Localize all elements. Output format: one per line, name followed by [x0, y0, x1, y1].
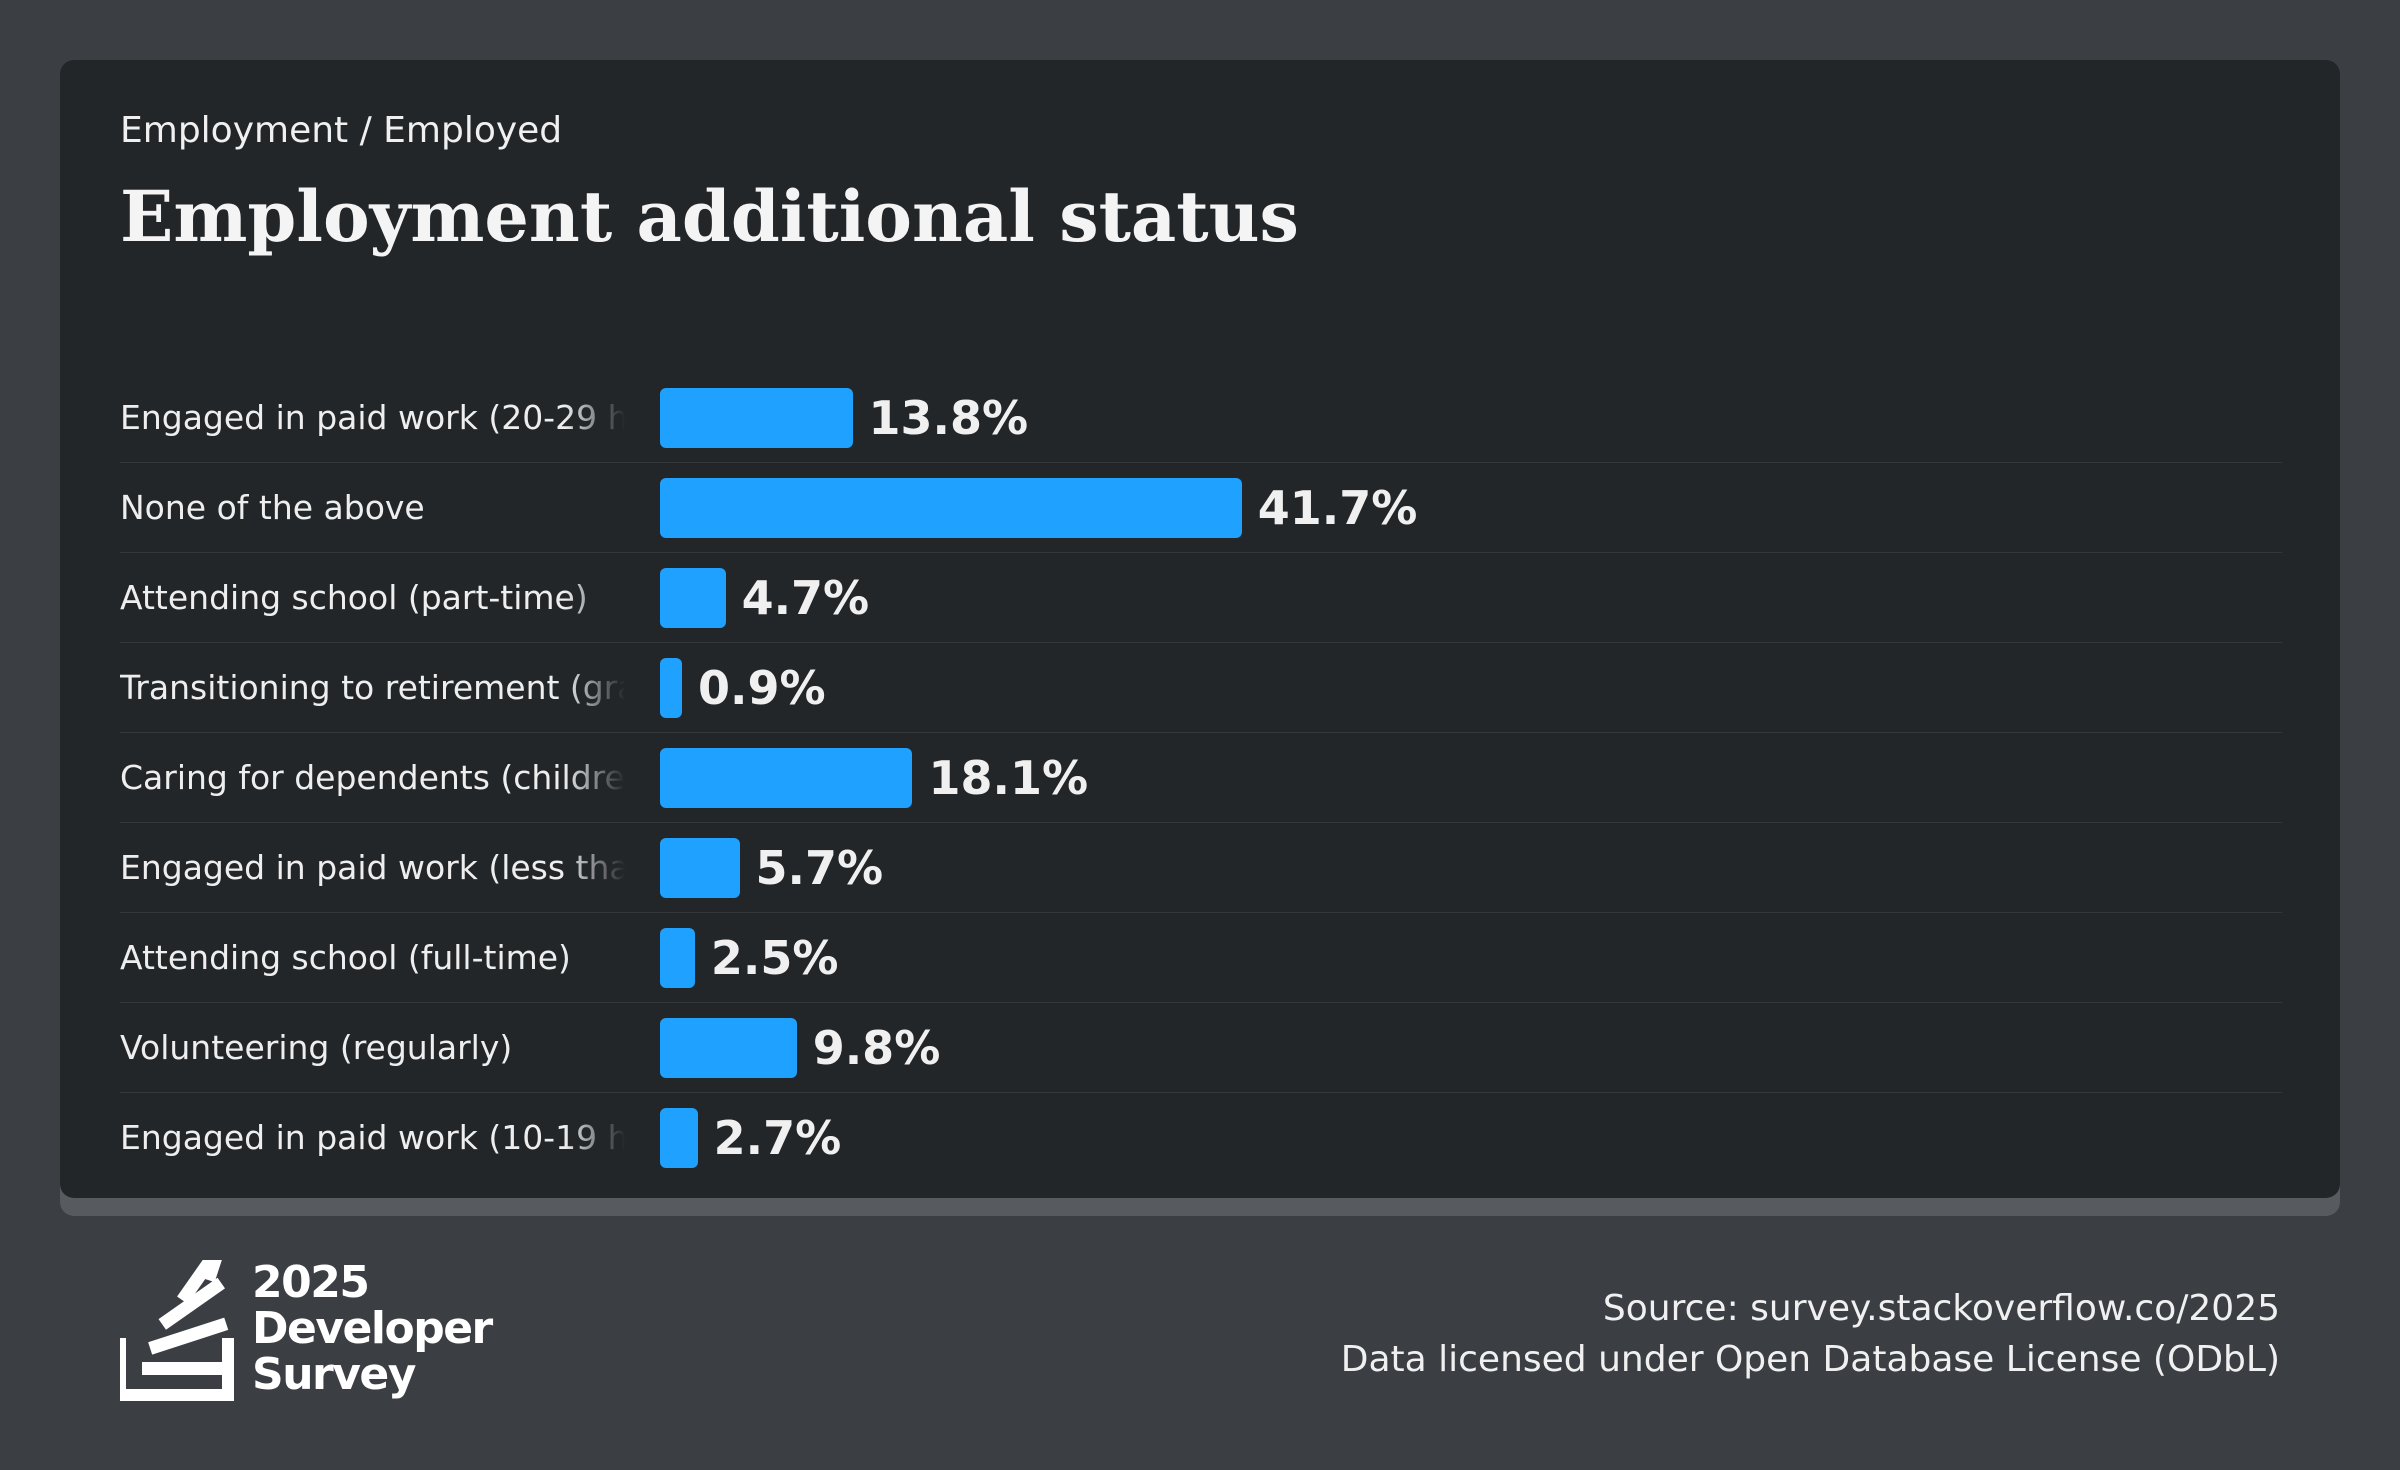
bar — [660, 658, 682, 718]
breadcrumb: Employment / Employed — [120, 110, 563, 151]
source-text: Source: survey.stackoverflow.co/2025 — [1602, 1288, 2280, 1329]
bar-value-label: 18.1% — [928, 751, 1089, 805]
logo-survey: Survey — [252, 1349, 416, 1400]
category-label: Attending school (full-time) — [120, 938, 571, 977]
stack-overflow-logo-icon — [114, 1221, 234, 1401]
bar-row: Engaged in paid work (20-29 hours per we… — [120, 373, 2282, 463]
bar — [660, 478, 1242, 538]
license-text: Data licensed under Open Database Licens… — [1340, 1339, 2280, 1380]
logo-year: 2025 — [252, 1257, 370, 1308]
bar-value-label: 2.7% — [713, 1111, 842, 1165]
survey-logo: 2025 Developer Survey — [114, 1221, 500, 1410]
category-label: Engaged in paid work (10-19 hours per we… — [120, 1118, 625, 1157]
bar-row: Caring for dependents (children or elder… — [120, 733, 2282, 823]
bar — [660, 568, 726, 628]
bar-value-label: 5.7% — [755, 841, 884, 895]
bar — [660, 1108, 698, 1168]
category-label: Engaged in paid work (less than 10 hours… — [120, 848, 625, 887]
category-label: Engaged in paid work (20-29 hours per we… — [120, 398, 625, 437]
bar-row: Engaged in paid work (10-19 hours per we… — [120, 1093, 2282, 1183]
page-title: Employment additional status — [120, 175, 1299, 258]
bar-value-label: 9.8% — [812, 1021, 941, 1075]
category-label: None of the above — [120, 488, 425, 527]
bar-value-label: 4.7% — [741, 571, 870, 625]
bar — [660, 928, 695, 988]
category-label: Transitioning to retirement (gradually r… — [120, 668, 625, 707]
bar-value-label: 0.9% — [698, 661, 826, 715]
bar — [660, 838, 740, 898]
source-info: Source: survey.stackoverflow.co/2025 Dat… — [1341, 1283, 2280, 1385]
bar-value-label: 13.8% — [868, 391, 1029, 445]
bar — [660, 388, 853, 448]
logo-developer: Developer — [252, 1303, 493, 1354]
bar-row: Volunteering (regularly) 9.8% — [120, 1003, 2282, 1093]
category-label: Caring for dependents (children or elder… — [120, 758, 625, 797]
bar-row: None of the above 41.7% — [120, 463, 2282, 553]
bar-value-label: 41.7% — [1257, 481, 1418, 535]
bar-value-label: 2.5% — [710, 931, 839, 985]
bar-chart: Engaged in paid work (20-29 hours per we… — [120, 373, 2282, 1183]
category-label: Attending school (part-time) — [120, 578, 588, 617]
bar-row: Transitioning to retirement (gradually r… — [120, 643, 2282, 733]
bar — [660, 1018, 797, 1078]
bar — [660, 748, 913, 808]
category-label: Volunteering (regularly) — [120, 1028, 513, 1067]
bar-row: Attending school (full-time) 2.5% — [120, 913, 2282, 1003]
bar-row: Attending school (part-time) 4.7% — [120, 553, 2282, 643]
bar-row: Engaged in paid work (less than 10 hours… — [120, 823, 2282, 913]
chart-card: Employment / Employed Employment additio… — [60, 60, 2340, 1198]
